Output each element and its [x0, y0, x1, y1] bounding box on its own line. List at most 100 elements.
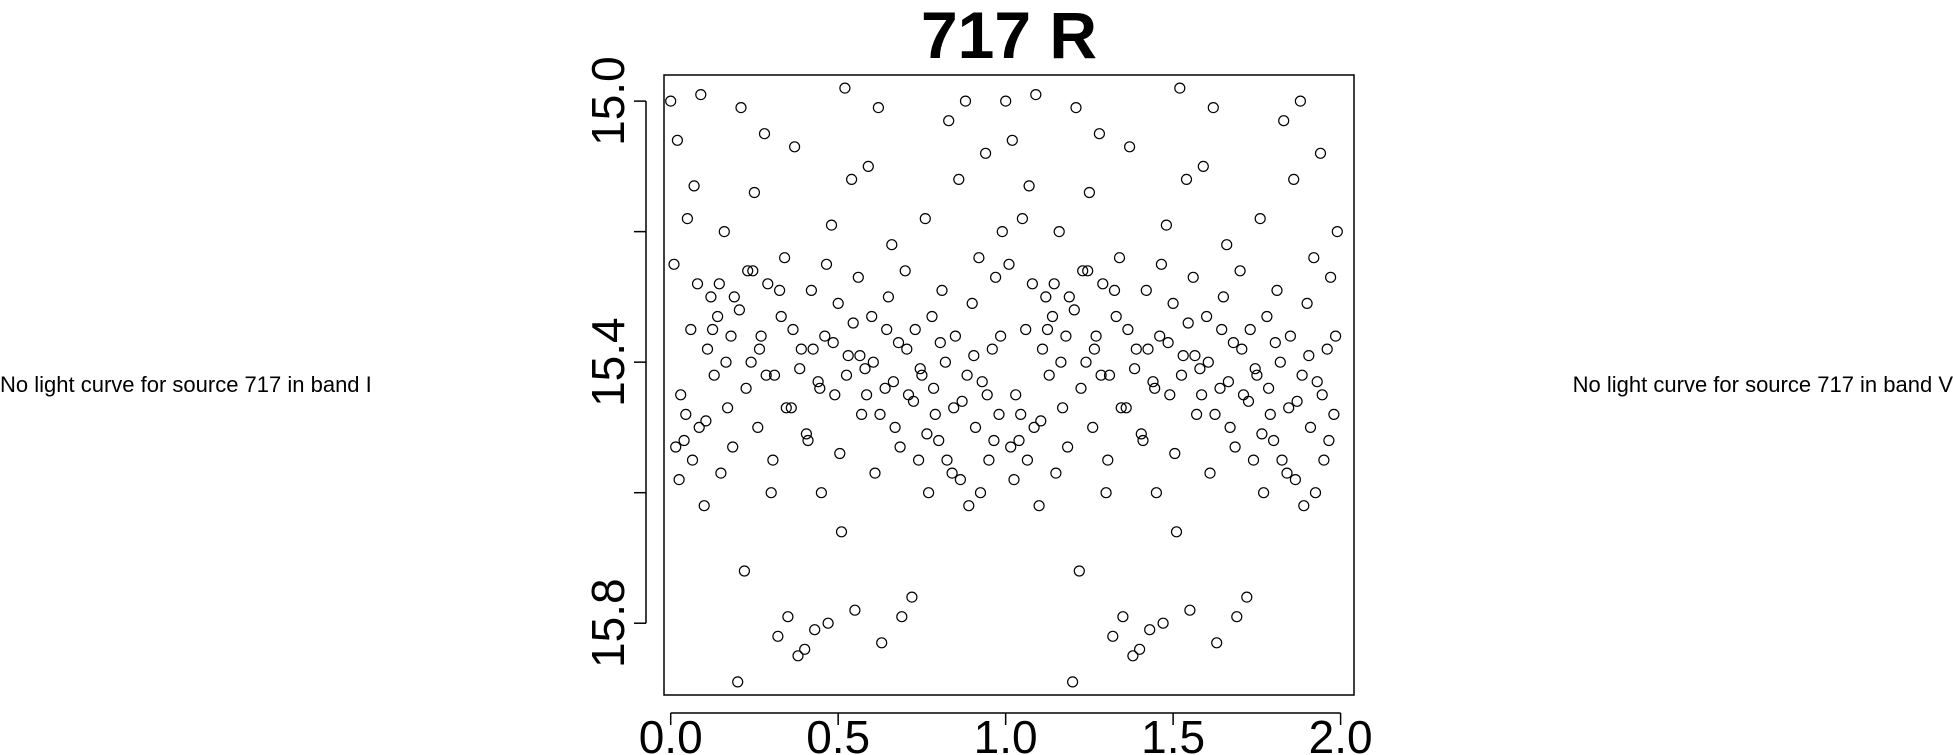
y-tick-label: 15.4 [582, 317, 634, 407]
data-point [738, 565, 751, 577]
data-point [1070, 101, 1082, 114]
data-point [943, 115, 955, 127]
data-point [698, 500, 710, 512]
data-point [1144, 624, 1156, 636]
data-point [912, 454, 925, 466]
data-point [906, 591, 918, 603]
data-point [1197, 160, 1209, 172]
data-point [941, 454, 953, 466]
data-point [1323, 434, 1335, 447]
data-point [1177, 350, 1189, 362]
data-point [819, 330, 831, 342]
data-point [1237, 389, 1250, 401]
data-point [760, 369, 772, 381]
data-point [1314, 147, 1327, 159]
y-tick-label: 15.8 [582, 578, 634, 668]
axes: 0.0 0.5 1.0 1.5 2.0 15.0 15.4 15.8 [582, 56, 1373, 755]
data-point [1303, 350, 1315, 362]
data-point [1100, 487, 1112, 499]
data-point [969, 421, 982, 433]
data-point [1043, 369, 1055, 381]
data-point [916, 369, 928, 381]
data-point [765, 487, 777, 499]
data-point [802, 434, 814, 447]
data-point [1066, 676, 1079, 688]
data-point [701, 343, 714, 355]
data-point [1128, 363, 1141, 375]
data-point [1157, 617, 1169, 629]
data-point [1324, 271, 1337, 283]
data-point [1328, 408, 1340, 420]
data-point [855, 408, 868, 420]
data-point [1269, 337, 1281, 349]
data-point [809, 624, 821, 636]
data-point [1010, 389, 1022, 401]
data-point [979, 147, 992, 159]
data-point [1020, 323, 1032, 336]
data-point [1008, 474, 1020, 486]
data-points [665, 82, 1343, 688]
data-point [956, 395, 968, 407]
data-point [1075, 382, 1087, 394]
data-point [1006, 134, 1018, 146]
data-point [1090, 330, 1102, 342]
y-tick-label: 15.0 [582, 56, 634, 146]
data-point [1216, 323, 1228, 336]
data-point [686, 454, 699, 466]
data-point [1102, 454, 1114, 466]
data-point [1167, 297, 1179, 309]
data-point [926, 310, 938, 323]
data-point [1122, 323, 1134, 336]
data-point [1187, 271, 1199, 283]
data-point [752, 421, 764, 433]
data-point [788, 141, 801, 153]
data-point [670, 441, 682, 453]
data-point [1135, 428, 1147, 440]
data-point [1182, 317, 1194, 329]
data-point [1296, 369, 1308, 381]
data-point [847, 317, 859, 329]
data-point [812, 376, 824, 388]
data-point [860, 389, 873, 401]
data-point [745, 356, 757, 368]
data-point [988, 434, 1000, 447]
data-point [758, 128, 771, 140]
data-point [728, 291, 740, 303]
data-point [927, 382, 940, 394]
data-point [1088, 343, 1101, 355]
data-point [989, 271, 1002, 283]
x-tick-label: 1.5 [1141, 711, 1205, 755]
data-point [795, 343, 807, 355]
data-point [1234, 265, 1246, 277]
data-point [948, 402, 960, 414]
data-point [953, 173, 965, 185]
data-point [1180, 173, 1193, 185]
data-point [966, 297, 978, 309]
data-point [768, 369, 781, 381]
data-point [1050, 467, 1062, 479]
data-point [986, 343, 998, 355]
data-point [718, 226, 730, 238]
data-point [981, 389, 993, 401]
data-point [934, 337, 946, 349]
data-point [1329, 330, 1342, 342]
data-point [1308, 252, 1320, 264]
data-point [794, 363, 806, 375]
chart-title: 717 R [921, 0, 1097, 72]
data-point [665, 95, 677, 107]
data-point [919, 213, 931, 225]
data-point [827, 337, 839, 349]
data-point [1127, 650, 1139, 662]
data-point [1036, 343, 1049, 355]
data-point [983, 454, 995, 466]
data-point [782, 611, 794, 623]
data-point [881, 323, 893, 336]
data-point [859, 363, 871, 375]
data-point [1261, 310, 1273, 323]
data-point [733, 304, 746, 316]
band-i-message: No light curve for source 717 in band I [0, 372, 372, 397]
data-point [1026, 278, 1039, 290]
data-point [1318, 454, 1330, 466]
data-point [1281, 467, 1293, 479]
